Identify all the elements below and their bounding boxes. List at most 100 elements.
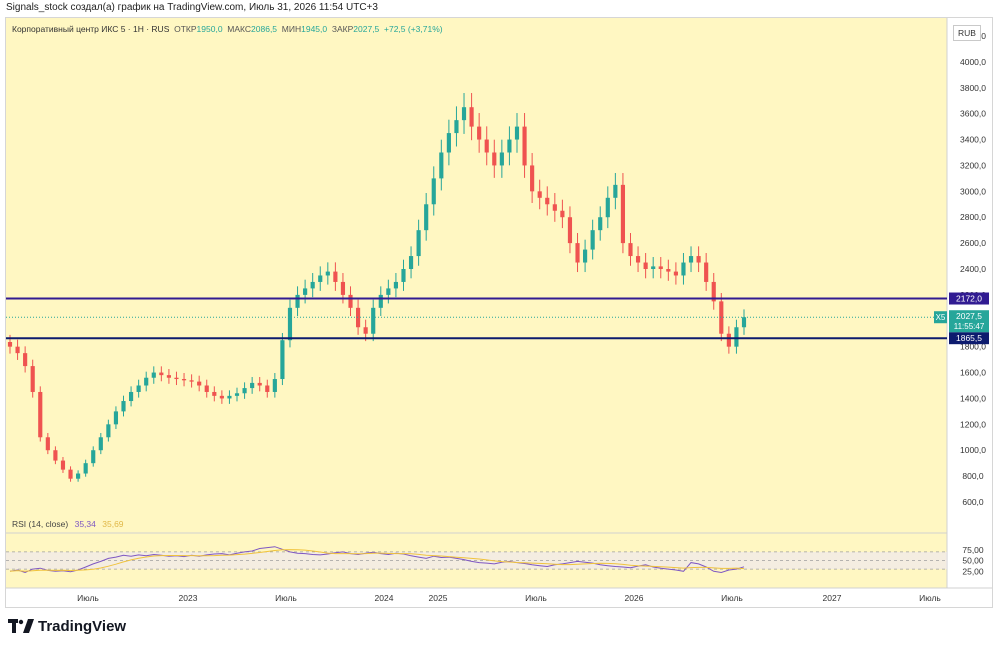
candle-body [386,288,391,295]
candle-body [583,249,588,263]
rsi-tick-label: 75,00 [962,545,984,555]
candle-body [424,204,429,231]
candle-body [121,401,126,412]
candle-body [333,271,338,282]
change-value: +72,5 (+3,71%) [384,24,443,34]
candle-body [530,165,535,192]
price-tick-label: 2600,0 [960,238,986,248]
candle-body [522,126,527,166]
candle-body [189,380,194,382]
candle-body [704,262,709,282]
price-tick-label: 600,0 [962,497,984,507]
candle-body [83,463,88,474]
price-tick-label: 1600,0 [960,368,986,378]
candle-body [318,275,323,282]
candle-body [45,437,50,451]
candle-body [295,294,300,308]
close-label: ЗАКР [331,24,354,34]
candle-body [280,340,285,380]
candle-body [416,230,421,257]
time-tick-label: Июль [77,593,99,603]
candle-body [151,372,156,378]
tradingview-logo[interactable]: TradingView [8,616,126,636]
candle-body [598,217,603,231]
candle-body [681,262,686,276]
candle-body [658,266,663,269]
candle-body [303,288,308,295]
time-tick-label: Июль [275,593,297,603]
candle-body [60,460,66,470]
candle-body [719,301,724,334]
candle-body [23,353,28,367]
candle-body [128,391,134,402]
candle-body [166,375,171,378]
candle-body [204,385,209,392]
candle-body [439,152,444,179]
candle-body [469,107,474,127]
candle-body [635,256,641,263]
candle-body [287,307,293,341]
candle-body [174,377,179,380]
price-tick-label: 2800,0 [960,212,986,222]
symbol-legend: Корпоративный центр ИКС 5 · 1H · RUS ОТК… [12,24,443,34]
candle-body [356,307,361,328]
level-badge-label: 1865,5 [956,333,982,343]
price-tick-label: 3200,0 [960,160,986,170]
price-tick-label: 1800,0 [960,342,986,352]
time-tick-label: 2026 [625,593,644,603]
time-tick-label: 2023 [179,593,198,603]
level-badge [949,332,989,345]
candle-body [575,243,580,263]
rsi-tick-label: 50,00 [962,556,984,566]
tradingview-logo-icon [8,619,34,633]
candle-body [348,294,353,308]
chart-frame[interactable]: 4200,04000,03800,03600,03400,03200,03000… [5,17,993,608]
candle-body [666,269,671,272]
candle-body [408,256,414,269]
candle-body [484,139,489,153]
candle-body [106,424,111,438]
price-tick-label: 3400,0 [960,135,986,145]
candle-body [234,393,240,396]
rsi-ma-value: 35,69 [102,519,124,529]
price-tick-label: 4000,0 [960,57,986,67]
rsi-title: RSI (14, close) [12,519,69,529]
candle-body [144,377,149,386]
candle-body [76,473,81,479]
time-tick-label: Июль [525,593,547,603]
candle-body [15,346,20,354]
candle-body [477,126,482,140]
price-tick-label: 3000,0 [960,186,986,196]
candle-body [688,256,694,263]
price-tick-label: 2400,0 [960,264,986,274]
time-tick-label: 2027 [823,593,842,603]
candle-body [340,281,346,295]
rsi-legend: RSI (14, close) 35,34 35,69 [12,519,124,529]
last-price-label: 2027,5 [956,311,982,321]
candle-body [620,184,626,244]
candle-body [560,210,565,218]
candle-body [265,385,270,392]
currency-badge[interactable]: RUB [953,25,981,41]
rsi-ma-line [9,549,745,572]
countdown-label: 11:55:47 [954,322,985,331]
time-tick-label: Июль [919,593,941,603]
candle-body [38,391,43,438]
candle-body [613,184,618,198]
candle-body [696,256,701,263]
candle-body [537,191,542,198]
rsi-value: 35,34 [74,519,96,529]
candle-body [325,271,330,276]
ticker-badge-label: X5 [936,313,946,322]
candle-body [371,307,376,334]
candle-body [673,271,678,276]
price-tick-label: 3600,0 [960,109,986,119]
candle-body [741,317,747,328]
candle-body [605,197,610,218]
candle-body [545,197,550,205]
chart-canvas[interactable]: 4200,04000,03800,03600,03400,03200,03000… [6,18,992,607]
candle-body [212,391,217,396]
candle-body [651,266,656,269]
candle-body [272,379,277,392]
candle-body [431,178,436,205]
